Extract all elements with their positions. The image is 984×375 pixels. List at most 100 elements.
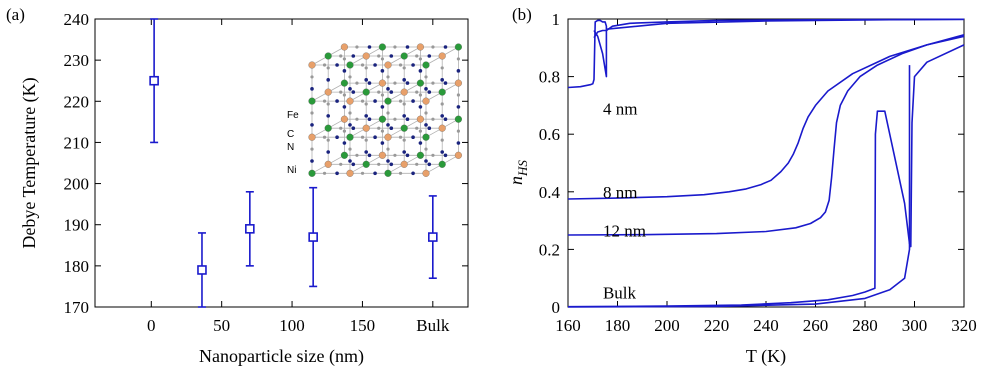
inset-label-c: C (287, 129, 294, 140)
ni-atom (346, 61, 354, 69)
c-atom (348, 147, 352, 151)
y-tick-label: 170 (64, 298, 90, 317)
c-atom (440, 102, 444, 106)
n-atom (386, 123, 390, 127)
n-atom (389, 54, 394, 58)
c-atom (355, 153, 359, 157)
x-tick-label: 300 (902, 316, 928, 335)
x-tick-label: 0 (147, 316, 156, 335)
c-atom (418, 93, 422, 97)
n-atom (411, 63, 415, 67)
ni-atom (438, 88, 446, 96)
fe-atom (324, 160, 332, 168)
ni-atom (324, 52, 332, 60)
c-atom (380, 93, 384, 97)
n-atom (348, 87, 352, 91)
ni-atom (362, 88, 370, 96)
x-tick-label: 280 (852, 316, 878, 335)
panel-label-a: (a) (6, 5, 25, 24)
n-atom (440, 150, 445, 154)
c-atom (377, 90, 381, 94)
fe-atom (378, 79, 386, 87)
c-atom (415, 126, 419, 130)
c-atom (360, 63, 365, 67)
c-atom (402, 66, 406, 70)
c-atom (310, 147, 314, 151)
n-atom (443, 81, 448, 85)
n-atom (389, 90, 394, 94)
n-atom (389, 162, 394, 167)
ni-atom (308, 169, 316, 177)
ni-atom (422, 133, 430, 141)
ni-atom (400, 52, 408, 60)
n-atom (443, 117, 448, 121)
c-atom (393, 153, 397, 157)
n-atom (380, 141, 385, 145)
fe-atom (346, 97, 354, 105)
plot-frame (94, 18, 469, 308)
y-tick-label: 0.4 (539, 183, 561, 202)
fe-atom (400, 160, 408, 168)
c-atom (342, 93, 346, 97)
c-atom (360, 99, 365, 103)
fe-atom (308, 61, 316, 69)
n-atom (367, 153, 372, 158)
c-atom (415, 54, 419, 58)
c-atom (326, 66, 330, 70)
c-atom (348, 75, 352, 79)
series-label: Bulk (603, 284, 637, 303)
fe-atom (346, 169, 354, 177)
x-tick-label: 220 (704, 316, 730, 335)
n-atom (364, 114, 369, 118)
n-atom (364, 150, 369, 154)
n-atom (326, 78, 331, 82)
ni-atom (308, 97, 316, 105)
y-tick-label: 0 (552, 298, 561, 317)
inset-label-fe: Fe (287, 110, 299, 121)
c-atom (342, 129, 346, 133)
c-atom (398, 171, 403, 175)
c-atom (339, 126, 343, 130)
n-atom (402, 150, 407, 154)
n-atom (310, 123, 314, 127)
ni-atom (416, 79, 424, 87)
n-atom (386, 87, 390, 91)
c-atom (326, 138, 330, 142)
n-atom (456, 69, 461, 73)
x-tick-label: 150 (350, 316, 376, 335)
c-atom (364, 66, 368, 70)
ni-atom (340, 79, 348, 87)
c-atom (440, 138, 444, 142)
y-tick-label: 230 (64, 51, 90, 70)
c-atom (415, 90, 419, 94)
n-atom (310, 87, 314, 91)
n-atom (335, 171, 339, 176)
fe-atom (378, 151, 386, 159)
c-atom (355, 45, 359, 49)
n-atom (427, 126, 432, 130)
c-atom (386, 75, 390, 79)
fe-atom (438, 124, 446, 132)
n-atom (443, 153, 448, 158)
c-atom (322, 135, 327, 139)
data-point (197, 265, 207, 275)
c-atom (380, 129, 384, 133)
n-atom (418, 105, 423, 109)
n-atom (402, 114, 407, 118)
panel-a: 170 180 190 200 210 220 230 240 0 50 100 150 Bulk Nan… (6, 5, 469, 367)
fe-atom (454, 79, 462, 87)
n-atom (335, 99, 339, 103)
data-point (308, 232, 318, 242)
c-atom (398, 99, 403, 103)
x-tick-label-bulk: Bulk (416, 316, 450, 335)
n-atom (405, 117, 410, 121)
n-atom (405, 81, 410, 85)
x-tick-label: 260 (803, 316, 829, 335)
n-atom (373, 135, 377, 139)
y-tick-label: 1 (552, 10, 561, 29)
y-tick-label: 210 (64, 133, 90, 152)
n-atom (351, 126, 356, 130)
y-tick-label: 0.8 (539, 68, 560, 87)
n-atom (351, 162, 356, 167)
x-axis-label: Nanoparticle size (nm) (199, 346, 364, 367)
